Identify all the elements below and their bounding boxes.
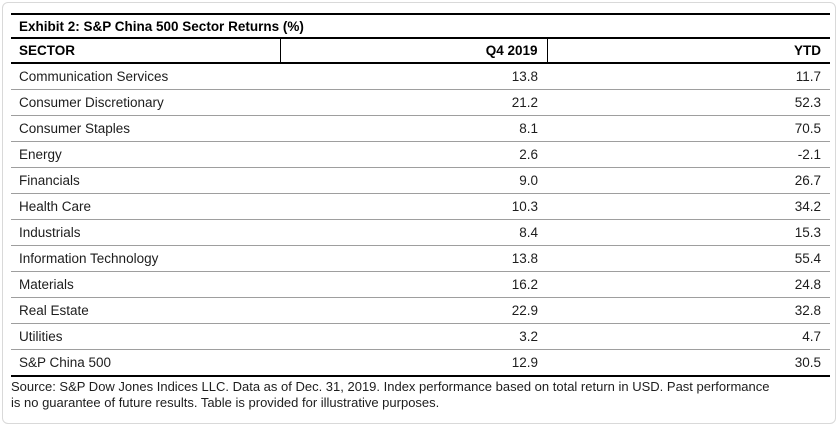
table-row: Consumer Staples 8.1 70.5 bbox=[11, 115, 831, 142]
q4-2019-cell: 9.0 bbox=[280, 167, 547, 194]
ytd-cell: 30.5 bbox=[547, 349, 831, 377]
ytd-cell: 55.4 bbox=[547, 245, 831, 272]
column-header-ytd: YTD bbox=[546, 38, 831, 64]
ytd-cell: 26.7 bbox=[547, 167, 831, 194]
sector-cell: Utilities bbox=[11, 323, 280, 350]
source-note-line2: is no guarantee of future results. Table… bbox=[11, 395, 440, 410]
source-note: Source: S&P Dow Jones Indices LLC. Data … bbox=[11, 379, 830, 411]
table-row: Health Care 10.3 34.2 bbox=[11, 193, 831, 220]
table-row: Energy 2.6 -2.1 bbox=[11, 141, 831, 168]
q4-2019-cell: 22.9 bbox=[280, 297, 547, 324]
ytd-cell: 24.8 bbox=[547, 271, 831, 298]
q4-2019-cell: 16.2 bbox=[280, 271, 547, 298]
sector-cell: Materials bbox=[11, 271, 280, 298]
sector-cell: Consumer Staples bbox=[11, 115, 280, 142]
sector-cell: Real Estate bbox=[11, 297, 280, 324]
sector-cell: Industrials bbox=[11, 219, 280, 246]
table-row: Industrials 8.4 15.3 bbox=[11, 219, 831, 246]
q4-2019-cell: 21.2 bbox=[280, 89, 547, 116]
sector-cell: Energy bbox=[11, 141, 280, 168]
q4-2019-cell: 10.3 bbox=[280, 193, 547, 220]
table-row: Real Estate 22.9 32.8 bbox=[11, 297, 831, 324]
column-header-q4-2019: Q4 2019 bbox=[279, 38, 547, 64]
table-row: Information Technology 13.8 55.4 bbox=[11, 245, 831, 272]
table-title-row: Exhibit 2: S&P China 500 Sector Returns … bbox=[11, 13, 831, 39]
table-row: Materials 16.2 24.8 bbox=[11, 271, 831, 298]
sector-cell: Health Care bbox=[11, 193, 280, 220]
q4-2019-cell: 13.8 bbox=[280, 63, 547, 90]
ytd-cell: -2.1 bbox=[547, 141, 831, 168]
table-header-row: SECTOR Q4 2019 YTD bbox=[11, 38, 831, 64]
sector-cell: Consumer Discretionary bbox=[11, 89, 280, 116]
ytd-cell: 34.2 bbox=[547, 193, 831, 220]
table-title: Exhibit 2: S&P China 500 Sector Returns … bbox=[11, 13, 831, 39]
ytd-cell: 70.5 bbox=[547, 115, 831, 142]
ytd-cell: 32.8 bbox=[547, 297, 831, 324]
ytd-cell: 15.3 bbox=[547, 219, 831, 246]
table-row: Utilities 3.2 4.7 bbox=[11, 323, 831, 350]
sector-cell: S&P China 500 bbox=[11, 349, 280, 377]
sector-cell: Information Technology bbox=[11, 245, 280, 272]
sector-cell: Financials bbox=[11, 167, 280, 194]
q4-2019-cell: 2.6 bbox=[280, 141, 547, 168]
column-header-sector: SECTOR bbox=[11, 38, 280, 64]
q4-2019-cell: 3.2 bbox=[280, 323, 547, 350]
table-row: Financials 9.0 26.7 bbox=[11, 167, 831, 194]
ytd-cell: 4.7 bbox=[547, 323, 831, 350]
sector-cell: Communication Services bbox=[11, 63, 280, 90]
table-body: Communication Services 13.8 11.7 Consumer D… bbox=[11, 63, 831, 377]
q4-2019-cell: 13.8 bbox=[280, 245, 547, 272]
ytd-cell: 52.3 bbox=[547, 89, 831, 116]
source-note-line1: Source: S&P Dow Jones Indices LLC. Data … bbox=[11, 379, 770, 394]
q4-2019-cell: 8.4 bbox=[280, 219, 547, 246]
table-row: Communication Services 13.8 11.7 bbox=[11, 63, 831, 90]
q4-2019-cell: 8.1 bbox=[280, 115, 547, 142]
ytd-cell: 11.7 bbox=[547, 63, 831, 90]
table-row: S&P China 500 12.9 30.5 bbox=[11, 349, 831, 377]
q4-2019-cell: 12.9 bbox=[280, 349, 547, 377]
table-row: Consumer Discretionary 21.2 52.3 bbox=[11, 89, 831, 116]
sector-returns-table: Exhibit 2: S&P China 500 Sector Returns … bbox=[11, 13, 831, 377]
